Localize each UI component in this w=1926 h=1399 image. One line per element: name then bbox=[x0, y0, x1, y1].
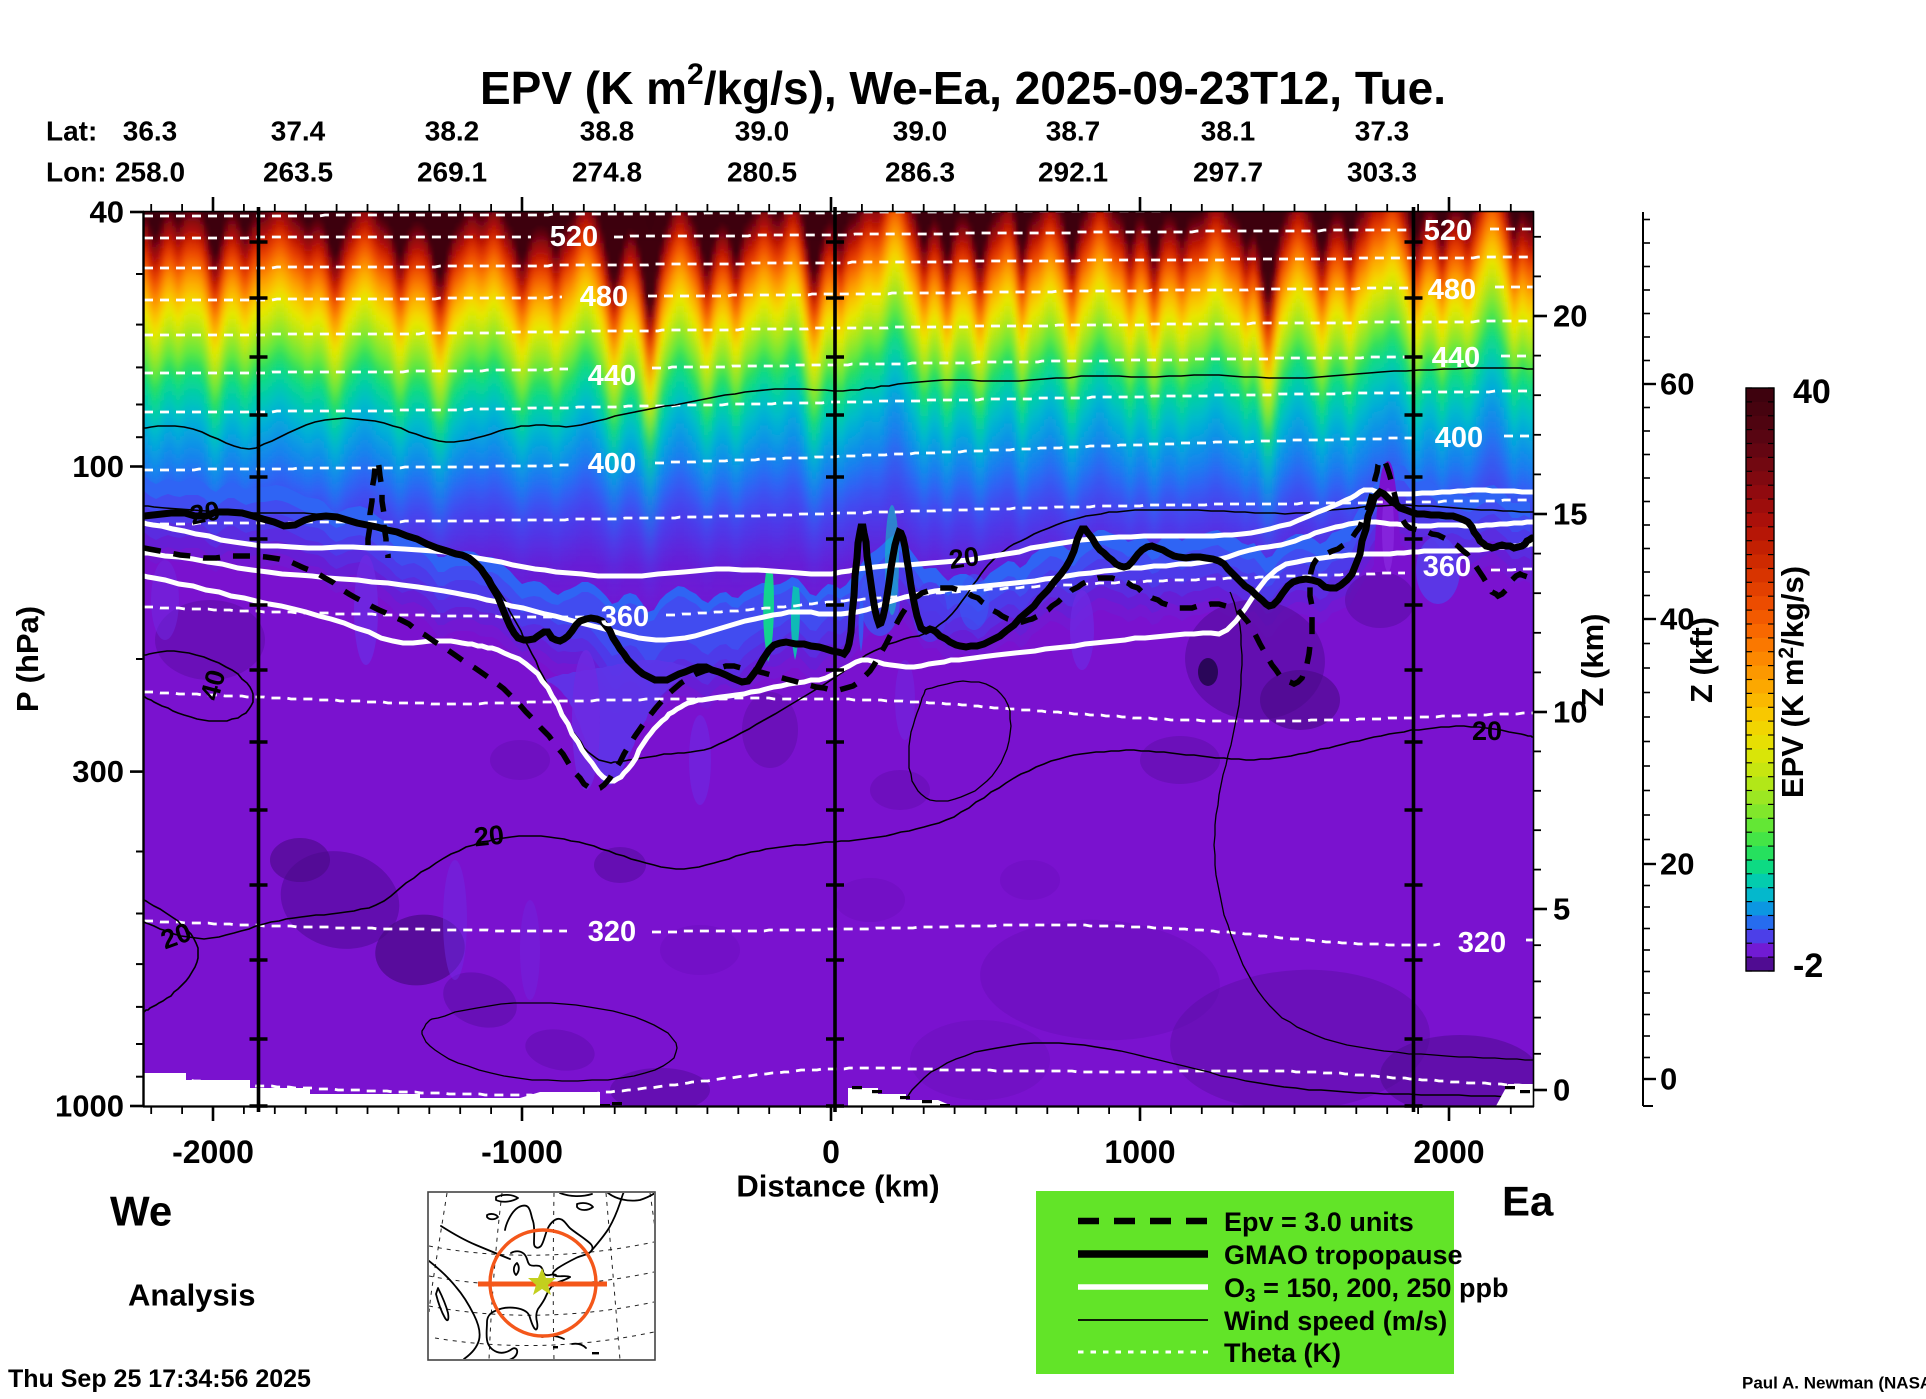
svg-text:100: 100 bbox=[72, 449, 124, 484]
svg-text:2000: 2000 bbox=[1413, 1134, 1484, 1170]
svg-text:0: 0 bbox=[1660, 1062, 1677, 1097]
svg-text:320: 320 bbox=[588, 916, 636, 948]
svg-text:263.5: 263.5 bbox=[263, 157, 333, 188]
svg-text:20: 20 bbox=[472, 820, 505, 853]
svg-text:0: 0 bbox=[822, 1134, 840, 1170]
svg-text:Paul A. Newman (NASA: Paul A. Newman (NASA bbox=[1742, 1374, 1926, 1393]
svg-text:20: 20 bbox=[1472, 716, 1502, 746]
svg-text:Epv = 3.0 units: Epv = 3.0 units bbox=[1224, 1207, 1414, 1237]
svg-text:520: 520 bbox=[550, 221, 598, 253]
svg-text:274.8: 274.8 bbox=[572, 157, 642, 188]
svg-text:38.8: 38.8 bbox=[580, 116, 635, 147]
svg-text:269.1: 269.1 bbox=[417, 157, 487, 188]
svg-text:40: 40 bbox=[90, 195, 124, 230]
svg-text:15: 15 bbox=[1553, 497, 1587, 532]
svg-text:400: 400 bbox=[588, 448, 636, 480]
svg-text:Ea: Ea bbox=[1502, 1178, 1554, 1225]
svg-text:36.3: 36.3 bbox=[123, 116, 178, 147]
svg-text:P (hPa): P (hPa) bbox=[10, 606, 45, 712]
svg-text:440: 440 bbox=[1432, 342, 1480, 374]
svg-text:5: 5 bbox=[1553, 892, 1570, 927]
svg-text:0: 0 bbox=[1553, 1073, 1570, 1108]
svg-text:440: 440 bbox=[588, 360, 636, 392]
svg-text:GMAO tropopause: GMAO tropopause bbox=[1224, 1240, 1463, 1270]
svg-text:60: 60 bbox=[1660, 367, 1694, 402]
svg-text:360: 360 bbox=[601, 601, 649, 633]
svg-text:1000: 1000 bbox=[55, 1089, 124, 1124]
svg-text:303.3: 303.3 bbox=[1347, 157, 1417, 188]
svg-text:480: 480 bbox=[1428, 274, 1476, 306]
svg-text:37.3: 37.3 bbox=[1355, 116, 1410, 147]
svg-text:38.7: 38.7 bbox=[1046, 116, 1101, 147]
svg-text:39.0: 39.0 bbox=[893, 116, 948, 147]
svg-text:-2: -2 bbox=[1793, 947, 1823, 985]
svg-text:20: 20 bbox=[1660, 847, 1694, 882]
svg-text:Lat:: Lat: bbox=[46, 116, 97, 147]
svg-text:Lon:: Lon: bbox=[46, 157, 107, 188]
svg-text:Thu Sep 25 17:34:56 2025: Thu Sep 25 17:34:56 2025 bbox=[8, 1365, 311, 1393]
svg-text:20: 20 bbox=[187, 495, 223, 531]
svg-text:1000: 1000 bbox=[1104, 1134, 1175, 1170]
svg-text:O3 = 150, 200, 250 ppb: O3 = 150, 200, 250 ppb bbox=[1224, 1273, 1509, 1307]
svg-text:286.3: 286.3 bbox=[885, 157, 955, 188]
svg-text:20: 20 bbox=[947, 541, 981, 575]
svg-text:300: 300 bbox=[72, 754, 124, 789]
svg-text:520: 520 bbox=[1424, 215, 1472, 247]
svg-text:360: 360 bbox=[1423, 551, 1471, 583]
svg-text:10: 10 bbox=[1553, 695, 1587, 730]
svg-text:292.1: 292.1 bbox=[1038, 157, 1108, 188]
svg-text:Theta (K): Theta (K) bbox=[1224, 1338, 1341, 1368]
svg-text:EPV (K m2/kg/s): EPV (K m2/kg/s) bbox=[1775, 566, 1810, 798]
svg-text:280.5: 280.5 bbox=[727, 157, 797, 188]
svg-text:Z (kft): Z (kft) bbox=[1684, 617, 1719, 703]
svg-text:480: 480 bbox=[580, 281, 628, 313]
svg-text:320: 320 bbox=[1458, 927, 1506, 959]
svg-text:-2000: -2000 bbox=[172, 1134, 254, 1170]
svg-text:258.0: 258.0 bbox=[115, 157, 185, 188]
svg-text:40: 40 bbox=[1660, 602, 1694, 637]
svg-text:20: 20 bbox=[1553, 299, 1587, 334]
svg-text:Z (km): Z (km) bbox=[1575, 614, 1610, 707]
svg-text:38.2: 38.2 bbox=[425, 116, 480, 147]
svg-text:Analysis: Analysis bbox=[128, 1278, 256, 1313]
svg-text:EPV (K m2/kg/s), We-Ea, 2025-0: EPV (K m2/kg/s), We-Ea, 2025-09-23T12, T… bbox=[480, 58, 1446, 115]
svg-text:We: We bbox=[110, 1188, 172, 1235]
svg-text:297.7: 297.7 bbox=[1193, 157, 1263, 188]
svg-text:Distance (km): Distance (km) bbox=[736, 1169, 939, 1204]
svg-text:38.1: 38.1 bbox=[1201, 116, 1256, 147]
svg-text:-1000: -1000 bbox=[481, 1134, 563, 1170]
svg-text:400: 400 bbox=[1435, 422, 1483, 454]
svg-text:37.4: 37.4 bbox=[271, 116, 326, 147]
svg-text:40: 40 bbox=[1793, 373, 1831, 411]
svg-text:39.0: 39.0 bbox=[735, 116, 790, 147]
svg-text:Wind speed (m/s): Wind speed (m/s) bbox=[1224, 1306, 1447, 1336]
